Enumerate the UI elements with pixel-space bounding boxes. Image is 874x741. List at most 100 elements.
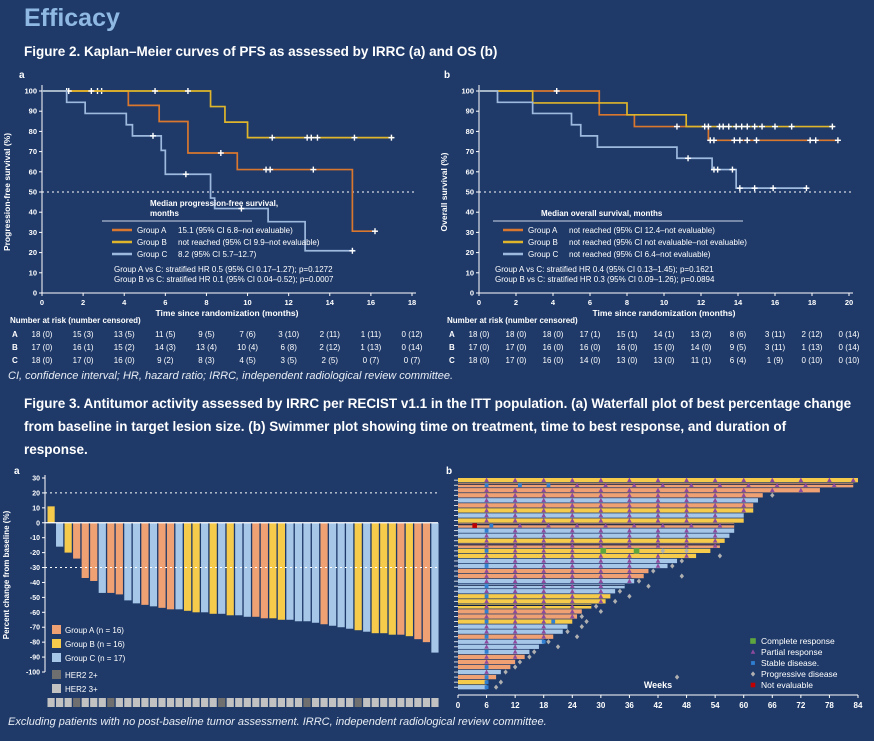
svg-text:Partial response: Partial response bbox=[761, 647, 823, 657]
svg-text:18 (0): 18 (0) bbox=[32, 356, 53, 365]
svg-text:16 (1): 16 (1) bbox=[73, 343, 94, 352]
swimmer-chart: b 0 6 12 18 24 30 36 42 48 54 60 66 72 78 84 Weeks Comple… bbox=[446, 466, 863, 710]
svg-text:16 (0): 16 (0) bbox=[114, 356, 135, 365]
svg-text:10: 10 bbox=[32, 505, 40, 512]
svg-text:48: 48 bbox=[682, 701, 691, 710]
svg-text:6: 6 bbox=[484, 701, 489, 710]
svg-text:13 (0): 13 (0) bbox=[654, 356, 675, 365]
svg-text:40: 40 bbox=[29, 208, 37, 217]
svg-text:12: 12 bbox=[697, 298, 705, 307]
svg-text:1 (9): 1 (9) bbox=[767, 356, 784, 365]
svg-text:Group B: Group B bbox=[528, 238, 558, 247]
svg-text:8 (6): 8 (6) bbox=[730, 330, 747, 339]
svg-text:Time since randomization (mont: Time since randomization (months) bbox=[156, 308, 299, 318]
svg-text:Group A vs C: stratified HR 0.: Group A vs C: stratified HR 0.4 (95% CI … bbox=[495, 265, 714, 274]
svg-text:8.2 (95% CI 5.7–12.7): 8.2 (95% CI 5.7–12.7) bbox=[178, 250, 257, 259]
waterfall-chart: a 30 20 10 0 -10 -20 -30 -40 -50 -60 -70 -80 -90 -100 P… bbox=[2, 466, 439, 707]
svg-text:6: 6 bbox=[588, 298, 592, 307]
svg-text:16 (0): 16 (0) bbox=[543, 343, 564, 352]
svg-text:-10: -10 bbox=[30, 535, 40, 542]
svg-text:8: 8 bbox=[625, 298, 629, 307]
svg-text:20: 20 bbox=[845, 298, 853, 307]
svg-text:6 (8): 6 (8) bbox=[280, 343, 297, 352]
svg-text:3 (10): 3 (10) bbox=[278, 330, 299, 339]
svg-text:a: a bbox=[19, 70, 25, 81]
svg-text:A: A bbox=[449, 330, 455, 339]
svg-text:100: 100 bbox=[24, 87, 37, 96]
svg-text:0: 0 bbox=[36, 520, 40, 527]
svg-text:70: 70 bbox=[29, 147, 37, 156]
svg-text:18: 18 bbox=[408, 298, 416, 307]
svg-text:15.1 (95% CI 6.8–not evaluable: 15.1 (95% CI 6.8–not evaluable) bbox=[178, 226, 293, 235]
svg-text:18 (0): 18 (0) bbox=[543, 330, 564, 339]
svg-text:18: 18 bbox=[808, 298, 816, 307]
svg-text:0 (10): 0 (10) bbox=[802, 356, 823, 365]
svg-text:4: 4 bbox=[122, 298, 127, 307]
svg-text:Group A (n = 16): Group A (n = 16) bbox=[65, 626, 124, 635]
svg-text:17 (1): 17 (1) bbox=[580, 330, 601, 339]
svg-text:8 (3): 8 (3) bbox=[198, 356, 215, 365]
svg-text:1 (13): 1 (13) bbox=[802, 343, 823, 352]
svg-text:50: 50 bbox=[29, 188, 37, 197]
svg-text:15 (2): 15 (2) bbox=[114, 343, 135, 352]
svg-text:11 (1): 11 (1) bbox=[691, 356, 712, 365]
svg-text:16 (0): 16 (0) bbox=[580, 343, 601, 352]
svg-text:17 (0): 17 (0) bbox=[506, 356, 527, 365]
svg-text:0 (7): 0 (7) bbox=[404, 356, 421, 365]
svg-text:Group C: Group C bbox=[528, 250, 558, 259]
svg-text:Group B: Group B bbox=[137, 238, 167, 247]
svg-text:100: 100 bbox=[461, 87, 474, 96]
svg-text:-30: -30 bbox=[30, 565, 40, 572]
svg-text:40: 40 bbox=[466, 208, 474, 217]
svg-text:17 (0): 17 (0) bbox=[73, 356, 94, 365]
svg-text:Complete response: Complete response bbox=[761, 636, 835, 646]
svg-text:60: 60 bbox=[739, 701, 748, 710]
svg-text:-100: -100 bbox=[26, 669, 40, 676]
svg-text:18 (0): 18 (0) bbox=[469, 356, 490, 365]
svg-text:Group B vs C: stratified HR 0.: Group B vs C: stratified HR 0.1 (95% CI … bbox=[114, 275, 334, 284]
svg-text:3 (5): 3 (5) bbox=[280, 356, 297, 365]
svg-text:Progression-free survival (%): Progression-free survival (%) bbox=[2, 133, 12, 251]
svg-text:20: 20 bbox=[32, 490, 40, 497]
svg-text:17 (0): 17 (0) bbox=[506, 343, 527, 352]
svg-text:0: 0 bbox=[470, 289, 474, 298]
svg-text:2: 2 bbox=[81, 298, 85, 307]
svg-text:3 (11): 3 (11) bbox=[765, 330, 786, 339]
svg-text:3 (11): 3 (11) bbox=[765, 343, 786, 352]
svg-text:18 (0): 18 (0) bbox=[506, 330, 527, 339]
svg-text:0 (10): 0 (10) bbox=[839, 356, 860, 365]
svg-text:14 (0): 14 (0) bbox=[691, 343, 712, 352]
svg-text:HER2 2+: HER2 2+ bbox=[65, 671, 98, 680]
svg-text:Median progression-free surviv: Median progression-free survival, bbox=[150, 199, 278, 208]
svg-text:18 (0): 18 (0) bbox=[32, 330, 53, 339]
svg-text:A: A bbox=[12, 330, 18, 339]
svg-text:13 (0): 13 (0) bbox=[617, 356, 638, 365]
svg-text:72: 72 bbox=[796, 701, 805, 710]
svg-text:2 (5): 2 (5) bbox=[322, 356, 339, 365]
svg-text:30: 30 bbox=[596, 701, 605, 710]
svg-text:24: 24 bbox=[568, 701, 577, 710]
svg-text:16: 16 bbox=[771, 298, 779, 307]
svg-text:90: 90 bbox=[466, 107, 474, 116]
svg-text:Group A: Group A bbox=[137, 226, 167, 235]
svg-text:0 (14): 0 (14) bbox=[839, 343, 860, 352]
svg-text:14 (3): 14 (3) bbox=[155, 343, 176, 352]
svg-text:Group C: Group C bbox=[137, 250, 167, 259]
svg-text:Progressive disease: Progressive disease bbox=[761, 669, 838, 679]
svg-text:-60: -60 bbox=[30, 610, 40, 617]
svg-text:30: 30 bbox=[466, 228, 474, 237]
pfs-kaplan-meier-chart: a 0 10 20 30 40 50 60 70 80 90 100 0 2 4 6 8 10 12 14 16 18 Ti… bbox=[2, 70, 423, 365]
svg-text:20: 20 bbox=[29, 248, 37, 257]
svg-text:0 (14): 0 (14) bbox=[839, 330, 860, 339]
svg-text:20: 20 bbox=[466, 248, 474, 257]
svg-text:70: 70 bbox=[466, 147, 474, 156]
svg-text:not reached (95% CI not evalua: not reached (95% CI not evaluable–not ev… bbox=[569, 238, 747, 247]
svg-text:10: 10 bbox=[660, 298, 668, 307]
svg-text:54: 54 bbox=[711, 701, 720, 710]
figure3-caption: Figure 3. Antitumor activity assessed by… bbox=[24, 396, 852, 457]
svg-text:10: 10 bbox=[29, 268, 37, 277]
svg-text:15 (0): 15 (0) bbox=[654, 343, 675, 352]
svg-text:6 (4): 6 (4) bbox=[730, 356, 747, 365]
svg-text:17 (0): 17 (0) bbox=[469, 343, 490, 352]
svg-text:30: 30 bbox=[29, 228, 37, 237]
